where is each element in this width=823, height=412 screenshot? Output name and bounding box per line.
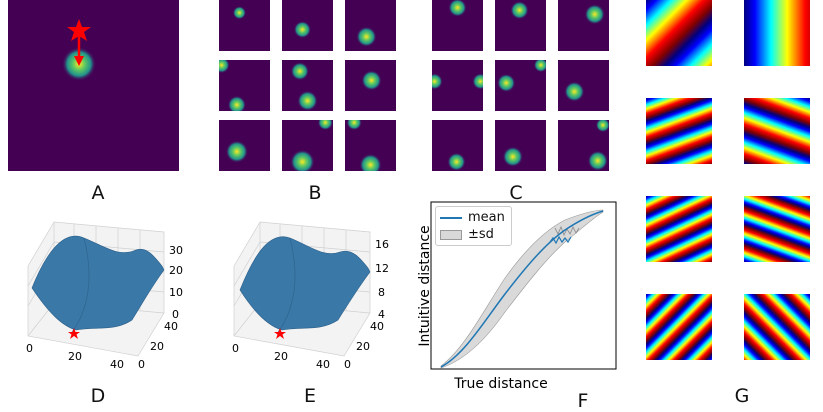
x-tick-0: 0 [232, 342, 239, 355]
activity-blob [293, 20, 312, 39]
activity-blob [497, 73, 516, 93]
x-tick-40: 40 [110, 358, 124, 371]
panel-label-g: G [734, 385, 750, 407]
panel-b-tile [282, 60, 333, 111]
panel-label-b: B [308, 182, 322, 204]
activity-blob [297, 90, 318, 111]
legend-line-swatch [440, 216, 462, 219]
z-tick-30: 30 [169, 244, 183, 257]
x-tick-0: 0 [26, 342, 33, 355]
legend-label-sd: ±sd [468, 227, 494, 242]
activity-blob [219, 60, 230, 74]
y-tick-0: 0 [344, 358, 351, 371]
activity-blob [472, 73, 483, 90]
z-tick-12: 12 [375, 262, 389, 275]
y-tick-40: 40 [164, 320, 178, 333]
legend: mean ±sd [435, 206, 512, 246]
panel-c-tile [495, 120, 546, 171]
activity-blob [564, 81, 585, 102]
grating-tile [744, 294, 810, 360]
panel-b-tile [219, 0, 270, 51]
grating-tile [646, 196, 712, 262]
panel-c-tile [495, 60, 546, 111]
panel-d-surface-plot: 30 20 10 0 0 20 40 40 20 0 [14, 208, 189, 378]
panel-c-tile [432, 0, 483, 51]
mean-jitter [549, 235, 572, 245]
x-tick-20: 20 [68, 350, 82, 363]
z-tick-8: 8 [378, 286, 385, 299]
activity-blob [448, 0, 467, 17]
panel-c-tile [432, 120, 483, 171]
min-star-icon [68, 328, 80, 339]
mean-line [440, 210, 604, 368]
z-tick-16: 16 [375, 238, 389, 251]
y-tick-20: 20 [356, 340, 370, 353]
x-tick-20: 20 [274, 350, 288, 363]
activity-blob [346, 120, 362, 131]
panel-label-d: D [90, 385, 106, 407]
activity-blob [356, 26, 377, 47]
panel-b-tile [219, 120, 270, 171]
activity-blob [225, 140, 249, 163]
z-tick-0: 0 [172, 308, 179, 321]
activity-blob [290, 149, 315, 171]
panel-c-tile [558, 120, 609, 171]
activity-blob [510, 1, 529, 20]
activity-blob [227, 95, 247, 111]
x-axis-label: True distance [454, 376, 548, 392]
z-tick-4: 4 [378, 308, 385, 321]
legend-label-mean: mean [468, 210, 505, 225]
legend-band-swatch [440, 229, 462, 240]
grating-tile [646, 0, 712, 66]
y-tick-0: 0 [138, 358, 145, 371]
activity-blob [447, 152, 466, 171]
star-icon [67, 19, 91, 41]
activity-blob [361, 70, 382, 91]
panel-label-e: E [303, 385, 316, 407]
panel-f-chart: mean ±sd Intuitive distance True distanc… [405, 198, 620, 408]
panel-c-tile [558, 0, 609, 51]
legend-item-sd: ±sd [440, 226, 505, 243]
panel-a-heatmap [8, 0, 179, 171]
grating-tile [744, 0, 810, 66]
panel-label-c: C [509, 182, 523, 204]
panel-c-tile [558, 60, 609, 111]
activity-blob [232, 6, 247, 20]
z-tick-20: 20 [169, 264, 183, 277]
activity-blob [587, 150, 608, 171]
y-tick-20: 20 [150, 340, 164, 353]
grating-tile [744, 98, 810, 164]
panel-b-tile [282, 120, 333, 171]
panel-e-surface-plot: 16 12 8 4 0 20 40 40 20 0 [220, 208, 395, 378]
y-tick-40: 40 [370, 320, 384, 333]
panel-a-image [8, 0, 179, 171]
panel-b-tile [345, 0, 396, 51]
activity-blob [584, 4, 605, 25]
z-tick-10: 10 [169, 286, 183, 299]
y-axis-label: Intuitive distance [417, 225, 433, 347]
activity-blob [502, 146, 524, 167]
grating-tile [646, 294, 712, 360]
x-tick-40: 40 [316, 358, 330, 371]
panel-b-tile [282, 0, 333, 51]
panel-label-f: F [577, 390, 589, 412]
arrowhead-shape [74, 56, 84, 66]
panel-b-tile [345, 120, 396, 171]
grating-tile [646, 98, 712, 164]
grating-tile [744, 196, 810, 262]
panel-c-tile [495, 0, 546, 51]
activity-blob [533, 60, 546, 73]
panel-c-tile [432, 60, 483, 111]
activity-blob [290, 62, 310, 81]
legend-item-mean: mean [440, 209, 505, 226]
panel-b-tile [345, 60, 396, 111]
activity-blob [595, 120, 609, 133]
panel-b-tile [219, 60, 270, 111]
panel-label-a: A [91, 182, 105, 204]
activity-blob [359, 153, 382, 171]
activity-blob [317, 120, 333, 131]
activity-blob [432, 73, 443, 90]
min-star-icon [274, 328, 286, 339]
